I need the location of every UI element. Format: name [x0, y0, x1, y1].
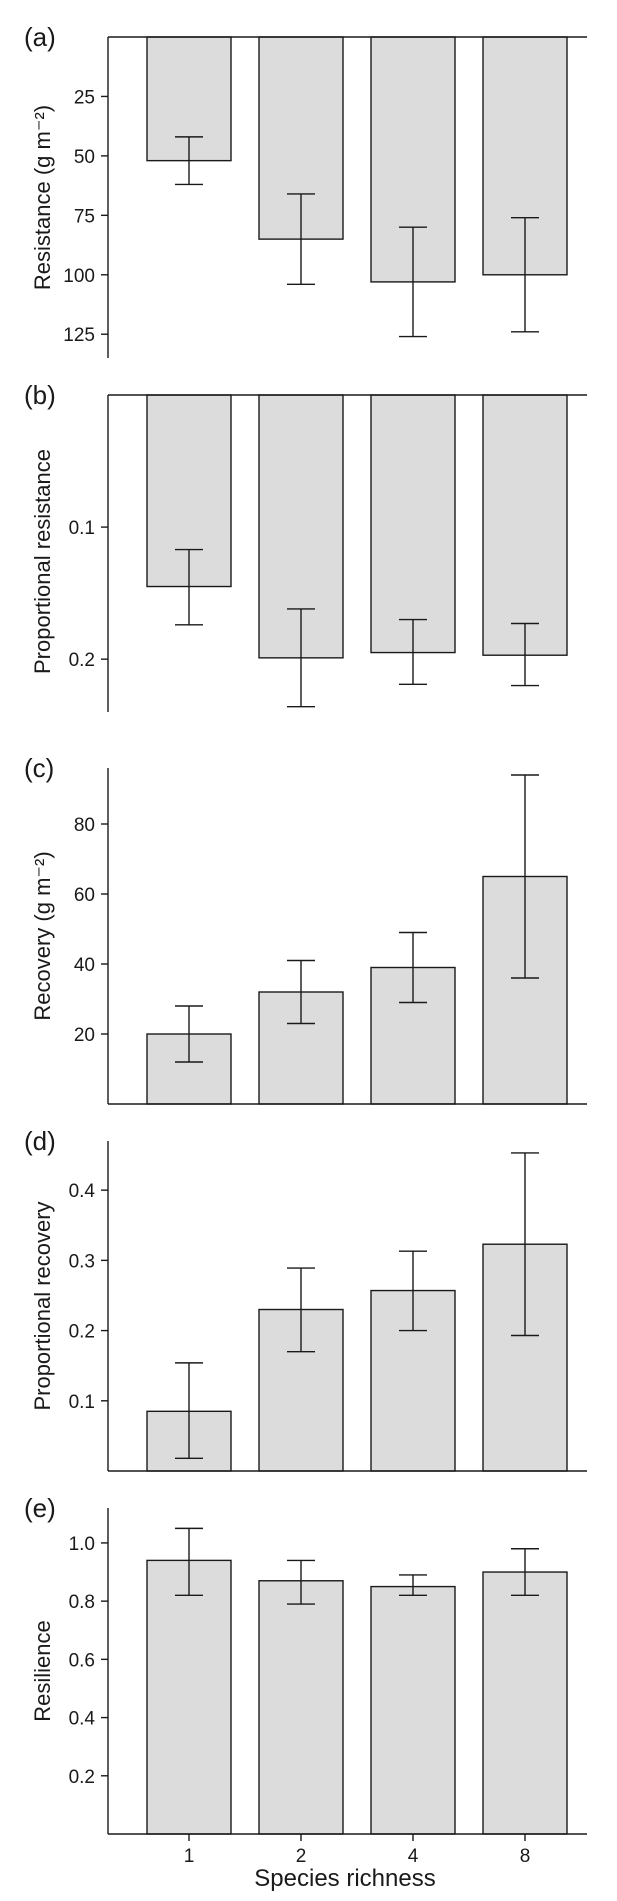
y-tick-label: 60 [74, 885, 95, 906]
x-axis-title: Species richness [254, 1865, 435, 1892]
panel-e: 0.2 0.4 0.6 0.8 1.0 (e) Resilience [24, 1493, 587, 1835]
bar [370, 1585, 456, 1835]
panel-label: (a) [24, 22, 56, 52]
panel-label: (e) [24, 1493, 56, 1523]
panel-label: (b) [24, 380, 56, 410]
y-tick-label: 100 [63, 266, 95, 287]
y-axis-title: Recovery (g m⁻²) [30, 851, 55, 1020]
y-tick-label: 0.2 [69, 1767, 95, 1788]
y-tick-label: 0.2 [69, 1322, 95, 1343]
panel-c: 20 40 60 80 (c) Recovery (g m⁻²) [24, 753, 587, 1105]
x-axis-ticks: 1 2 4 8 [184, 1834, 531, 1867]
y-tick-label: 125 [63, 325, 95, 346]
y-axis-title: Proportional recovery [30, 1201, 55, 1410]
bar [370, 394, 456, 654]
x-tick-label: 8 [520, 1846, 531, 1867]
panel-d: 0.1 0.2 0.3 0.4 (d) Proportional recovery [24, 1126, 587, 1472]
panel-a: 25 50 75 100 125 (a) Resistance (g m⁻²) [24, 22, 587, 358]
y-tick-label: 0.1 [69, 1392, 95, 1413]
y-tick-label: 0.8 [69, 1592, 95, 1613]
y-axis-title: Resilience [30, 1620, 55, 1722]
y-tick-label: 40 [74, 955, 95, 976]
y-tick-label: 1.0 [69, 1534, 95, 1555]
x-tick-label: 1 [184, 1846, 195, 1867]
y-tick-label: 0.4 [69, 1709, 96, 1730]
bar [258, 1580, 344, 1835]
y-tick-label: 25 [74, 87, 95, 108]
x-tick-label: 2 [296, 1846, 307, 1867]
chart-panels: 25 50 75 100 125 (a) Resistance (g m⁻²) 0.1 0.2 (… [24, 22, 587, 1835]
y-tick-label: 75 [74, 206, 95, 227]
y-axis-title: Proportional resistance [30, 449, 55, 674]
y-axis-title: Resistance (g m⁻²) [30, 105, 55, 290]
y-tick-label: 20 [74, 1025, 95, 1046]
x-tick-label: 4 [408, 1846, 419, 1867]
y-tick-label: 0.3 [69, 1251, 95, 1272]
bar [482, 1571, 568, 1835]
y-tick-label: 0.2 [69, 650, 95, 671]
bar [146, 1559, 232, 1835]
y-tick-label: 0.6 [69, 1650, 95, 1671]
bar [482, 394, 568, 656]
panel-b: 0.1 0.2 (b) Proportional resistance [24, 380, 587, 712]
y-tick-label: 0.1 [69, 518, 95, 539]
y-tick-label: 0.4 [69, 1181, 96, 1202]
panel-label: (d) [24, 1126, 56, 1156]
panel-label: (c) [24, 753, 54, 783]
y-tick-label: 80 [74, 815, 95, 836]
y-tick-label: 50 [74, 147, 95, 168]
